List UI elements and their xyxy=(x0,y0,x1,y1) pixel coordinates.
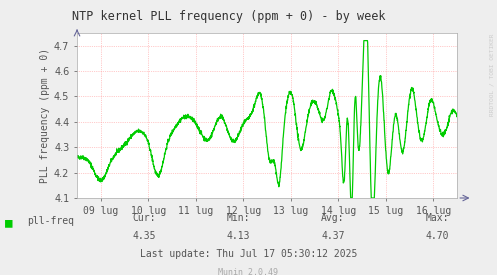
Y-axis label: PLL frequency (ppm + 0): PLL frequency (ppm + 0) xyxy=(40,48,50,183)
Text: pll-freq: pll-freq xyxy=(27,216,75,226)
Text: RRDTOOL / TOBI OETIKER: RRDTOOL / TOBI OETIKER xyxy=(490,33,495,116)
Text: Avg:: Avg: xyxy=(321,213,345,223)
Text: Last update: Thu Jul 17 05:30:12 2025: Last update: Thu Jul 17 05:30:12 2025 xyxy=(140,249,357,259)
Text: 4.13: 4.13 xyxy=(227,231,250,241)
Text: Max:: Max: xyxy=(425,213,449,223)
Text: Min:: Min: xyxy=(227,213,250,223)
Text: 4.70: 4.70 xyxy=(425,231,449,241)
Text: 4.37: 4.37 xyxy=(321,231,345,241)
Text: 4.35: 4.35 xyxy=(132,231,156,241)
Text: ■: ■ xyxy=(5,216,12,229)
Text: Munin 2.0.49: Munin 2.0.49 xyxy=(219,268,278,275)
Text: NTP kernel PLL frequency (ppm + 0) - by week: NTP kernel PLL frequency (ppm + 0) - by … xyxy=(72,10,385,23)
Text: Cur:: Cur: xyxy=(132,213,156,223)
